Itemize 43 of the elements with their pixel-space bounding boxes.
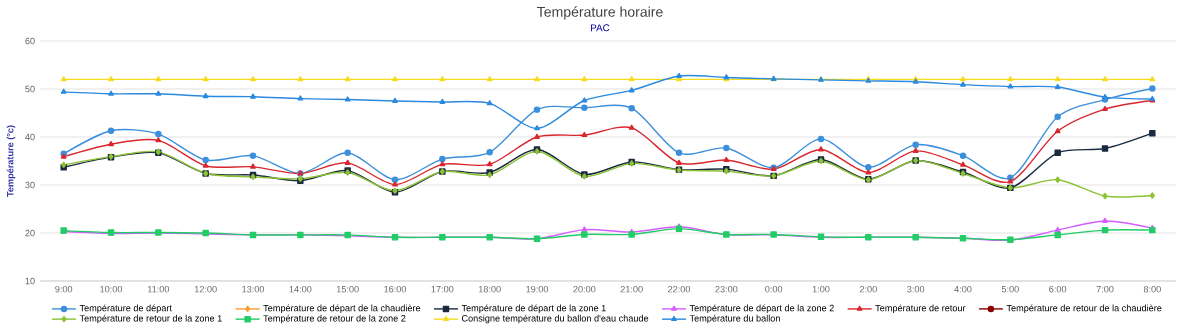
chart-title: Température horaire bbox=[537, 6, 663, 20]
legend-label: Température de départ bbox=[79, 304, 172, 314]
x-tick-label: 10:00 bbox=[100, 285, 123, 293]
x-tick-label: 22:00 bbox=[668, 285, 691, 293]
x-tick-label: 4:00 bbox=[954, 285, 972, 293]
x-tick-label: 8:00 bbox=[1143, 285, 1161, 293]
x-tick-label: 16:00 bbox=[384, 285, 407, 293]
x-tick-label: 0:00 bbox=[765, 285, 783, 293]
x-tick-label: 21:00 bbox=[620, 285, 643, 293]
legend-label: Température de départ de la chaudière bbox=[263, 304, 421, 314]
y-tick-label: 40 bbox=[25, 133, 35, 141]
x-tick-label: 17:00 bbox=[431, 285, 454, 293]
x-tick-label: 15:00 bbox=[336, 285, 359, 293]
y-tick-label: 50 bbox=[25, 85, 35, 93]
x-tick-label: 13:00 bbox=[242, 285, 265, 293]
y-tick-label: 20 bbox=[25, 229, 35, 237]
x-tick-label: 12:00 bbox=[194, 285, 217, 293]
x-tick-label: 6:00 bbox=[1049, 285, 1067, 293]
x-tick-label: 20:00 bbox=[573, 285, 596, 293]
legend-label: Température de retour de la zone 1 bbox=[79, 314, 222, 324]
legend-label: Température de retour bbox=[875, 304, 966, 314]
legend-label: Température de retour de la chaudière bbox=[1006, 304, 1162, 314]
y-tick-label: 10 bbox=[25, 277, 35, 285]
x-tick-label: 14:00 bbox=[289, 285, 312, 293]
y-axis-title: Température (°c) bbox=[6, 125, 16, 197]
legend-label: Température de départ de la zone 1 bbox=[461, 304, 606, 314]
x-tick-label: 23:00 bbox=[715, 285, 738, 293]
x-tick-label: 18:00 bbox=[478, 285, 501, 293]
x-tick-label: 1:00 bbox=[812, 285, 830, 293]
x-tick-label: 2:00 bbox=[859, 285, 877, 293]
legend-label: Consigne température du ballon d'eau chaude bbox=[461, 314, 649, 324]
legend-label: Température de départ de la zone 2 bbox=[689, 304, 834, 314]
x-tick-label: 19:00 bbox=[526, 285, 549, 293]
chart-subtitle: PAC bbox=[591, 24, 610, 32]
x-tick-label: 9:00 bbox=[55, 285, 73, 293]
y-tick-label: 30 bbox=[25, 181, 35, 189]
x-tick-label: 3:00 bbox=[907, 285, 925, 293]
y-tick-label: 60 bbox=[25, 37, 35, 45]
x-tick-label: 11:00 bbox=[147, 285, 170, 293]
x-tick-label: 5:00 bbox=[1001, 285, 1019, 293]
x-tick-label: 7:00 bbox=[1096, 285, 1114, 293]
legend-label: Température du ballon bbox=[689, 314, 780, 324]
legend-label: Température de retour de la zone 2 bbox=[263, 314, 406, 324]
